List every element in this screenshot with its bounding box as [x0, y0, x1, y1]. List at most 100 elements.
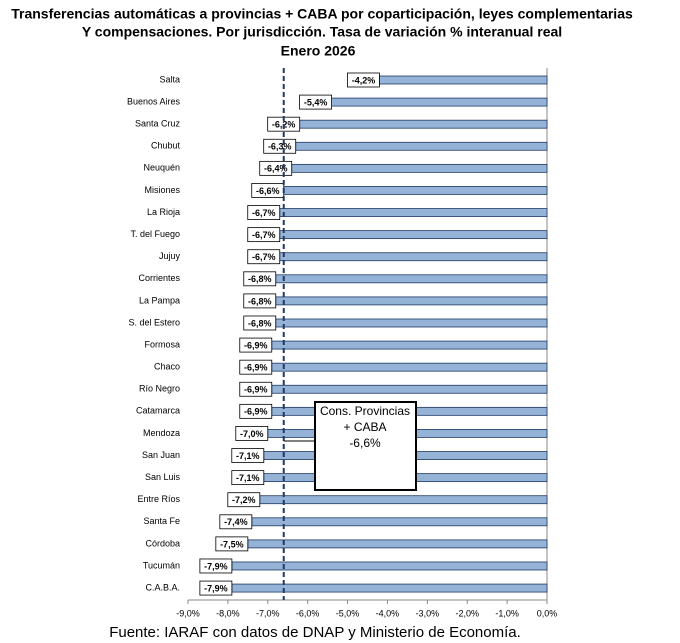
bar	[259, 495, 548, 505]
label-box	[247, 227, 281, 243]
bar	[379, 75, 548, 85]
data-label: -7,9%	[204, 561, 228, 571]
data-label: -6,9%	[244, 363, 268, 373]
data-label: -7,9%	[204, 583, 228, 593]
x-tick-label: 0,0%	[537, 608, 558, 618]
bar	[271, 384, 548, 394]
y-tick-label: Santa Fe	[143, 516, 180, 526]
bar	[295, 141, 548, 151]
y-tick-label: La Pampa	[139, 295, 180, 305]
y-tick-label: Corrientes	[138, 273, 180, 283]
y-tick-label: Tucumán	[143, 560, 180, 570]
x-tick-label: -1,0%	[495, 608, 519, 618]
y-tick-label: Jujuy	[159, 251, 181, 261]
data-label: -7,1%	[236, 451, 260, 461]
label-box	[243, 315, 277, 331]
y-tick-label: C.A.B.A.	[145, 582, 180, 592]
data-label: -6,8%	[248, 318, 272, 328]
label-box	[263, 138, 297, 154]
y-tick-label: T. del Fuego	[130, 229, 180, 239]
annotation: -6,6%	[349, 436, 381, 450]
x-tick-label: -3,0%	[416, 608, 440, 618]
x-tick-label: -5,0%	[336, 608, 360, 618]
label-box	[219, 514, 253, 530]
label-box	[199, 580, 233, 596]
y-tick-label: S. del Estero	[128, 317, 180, 327]
x-tick-label: -6,0%	[296, 608, 320, 618]
data-label: -6,8%	[248, 274, 272, 284]
label-box	[239, 359, 273, 375]
annotation: Cons. Provincias	[320, 404, 410, 418]
x-tick-label: -4,0%	[376, 608, 400, 618]
x-tick-label: -8,0%	[216, 608, 240, 618]
data-label: -6,7%	[252, 252, 276, 262]
data-label: -6,8%	[248, 296, 272, 306]
label-box	[231, 470, 265, 486]
label-box	[239, 337, 273, 353]
annotation: + CABA	[343, 420, 386, 434]
data-label: -6,4%	[264, 164, 288, 174]
y-tick-label: Catamarca	[136, 406, 180, 416]
bar	[231, 561, 548, 571]
y-tick-label: Formosa	[144, 339, 180, 349]
bar	[251, 517, 548, 527]
y-tick-label: Córdoba	[145, 538, 180, 548]
y-tick-label: Chubut	[151, 141, 181, 151]
label-box	[239, 381, 273, 397]
bar	[275, 318, 548, 328]
data-label: -5,4%	[304, 97, 328, 107]
data-label: -7,5%	[220, 539, 244, 549]
label-box	[227, 492, 261, 508]
bar	[231, 583, 548, 593]
bar	[279, 208, 548, 217]
data-label: -7,4%	[224, 517, 248, 527]
bar	[291, 163, 548, 173]
label-box	[215, 536, 249, 552]
label-box	[235, 426, 269, 441]
y-tick-label: Mendoza	[143, 428, 180, 438]
data-label: -6,9%	[244, 340, 268, 350]
label-box	[247, 205, 281, 220]
data-label: -6,6%	[256, 186, 280, 196]
bar	[271, 362, 548, 372]
bar	[299, 119, 548, 129]
bar	[331, 97, 548, 107]
y-tick-label: Chaco	[154, 362, 180, 372]
label-box	[299, 94, 333, 110]
chart-title: Enero 2026	[281, 43, 356, 59]
y-tick-label: Santa Cruz	[135, 119, 181, 129]
data-label: -7,1%	[236, 473, 260, 483]
x-tick-label: -7,0%	[256, 608, 280, 618]
label-box	[243, 293, 277, 309]
data-label: -7,2%	[232, 495, 256, 505]
y-tick-label: Neuquén	[143, 163, 180, 173]
chart-title: Y compensaciones. Por jurisdicción. Tasa…	[82, 24, 562, 40]
data-label: -4,2%	[352, 75, 376, 85]
bar	[247, 539, 548, 549]
label-box	[239, 403, 273, 419]
bar	[279, 230, 548, 240]
bar	[271, 340, 548, 350]
bar	[275, 296, 548, 306]
label-box	[199, 558, 233, 574]
data-label: -6,7%	[252, 208, 276, 218]
data-label: -7,0%	[240, 429, 264, 439]
y-tick-label: Entre Ríos	[137, 494, 180, 504]
y-tick-label: La Rioja	[147, 207, 180, 217]
label-box	[243, 271, 277, 287]
label-box	[247, 249, 281, 265]
y-tick-label: San Luis	[145, 472, 181, 482]
data-label: -6,9%	[244, 385, 268, 395]
x-tick-label: -2,0%	[455, 608, 479, 618]
y-tick-label: Salta	[159, 74, 180, 84]
chart-title: Transferencias automáticas a provincias …	[11, 6, 633, 22]
y-tick-label: Buenos Aires	[127, 96, 181, 106]
source: Fuente: IARAF con datos de DNAP y Minist…	[109, 624, 521, 641]
x-tick-label: -9,0%	[176, 608, 200, 618]
bar	[283, 186, 548, 195]
label-box	[231, 448, 265, 463]
data-label: -6,7%	[252, 230, 276, 240]
data-label: -6,3%	[268, 142, 292, 152]
y-tick-label: Misiones	[144, 185, 180, 195]
